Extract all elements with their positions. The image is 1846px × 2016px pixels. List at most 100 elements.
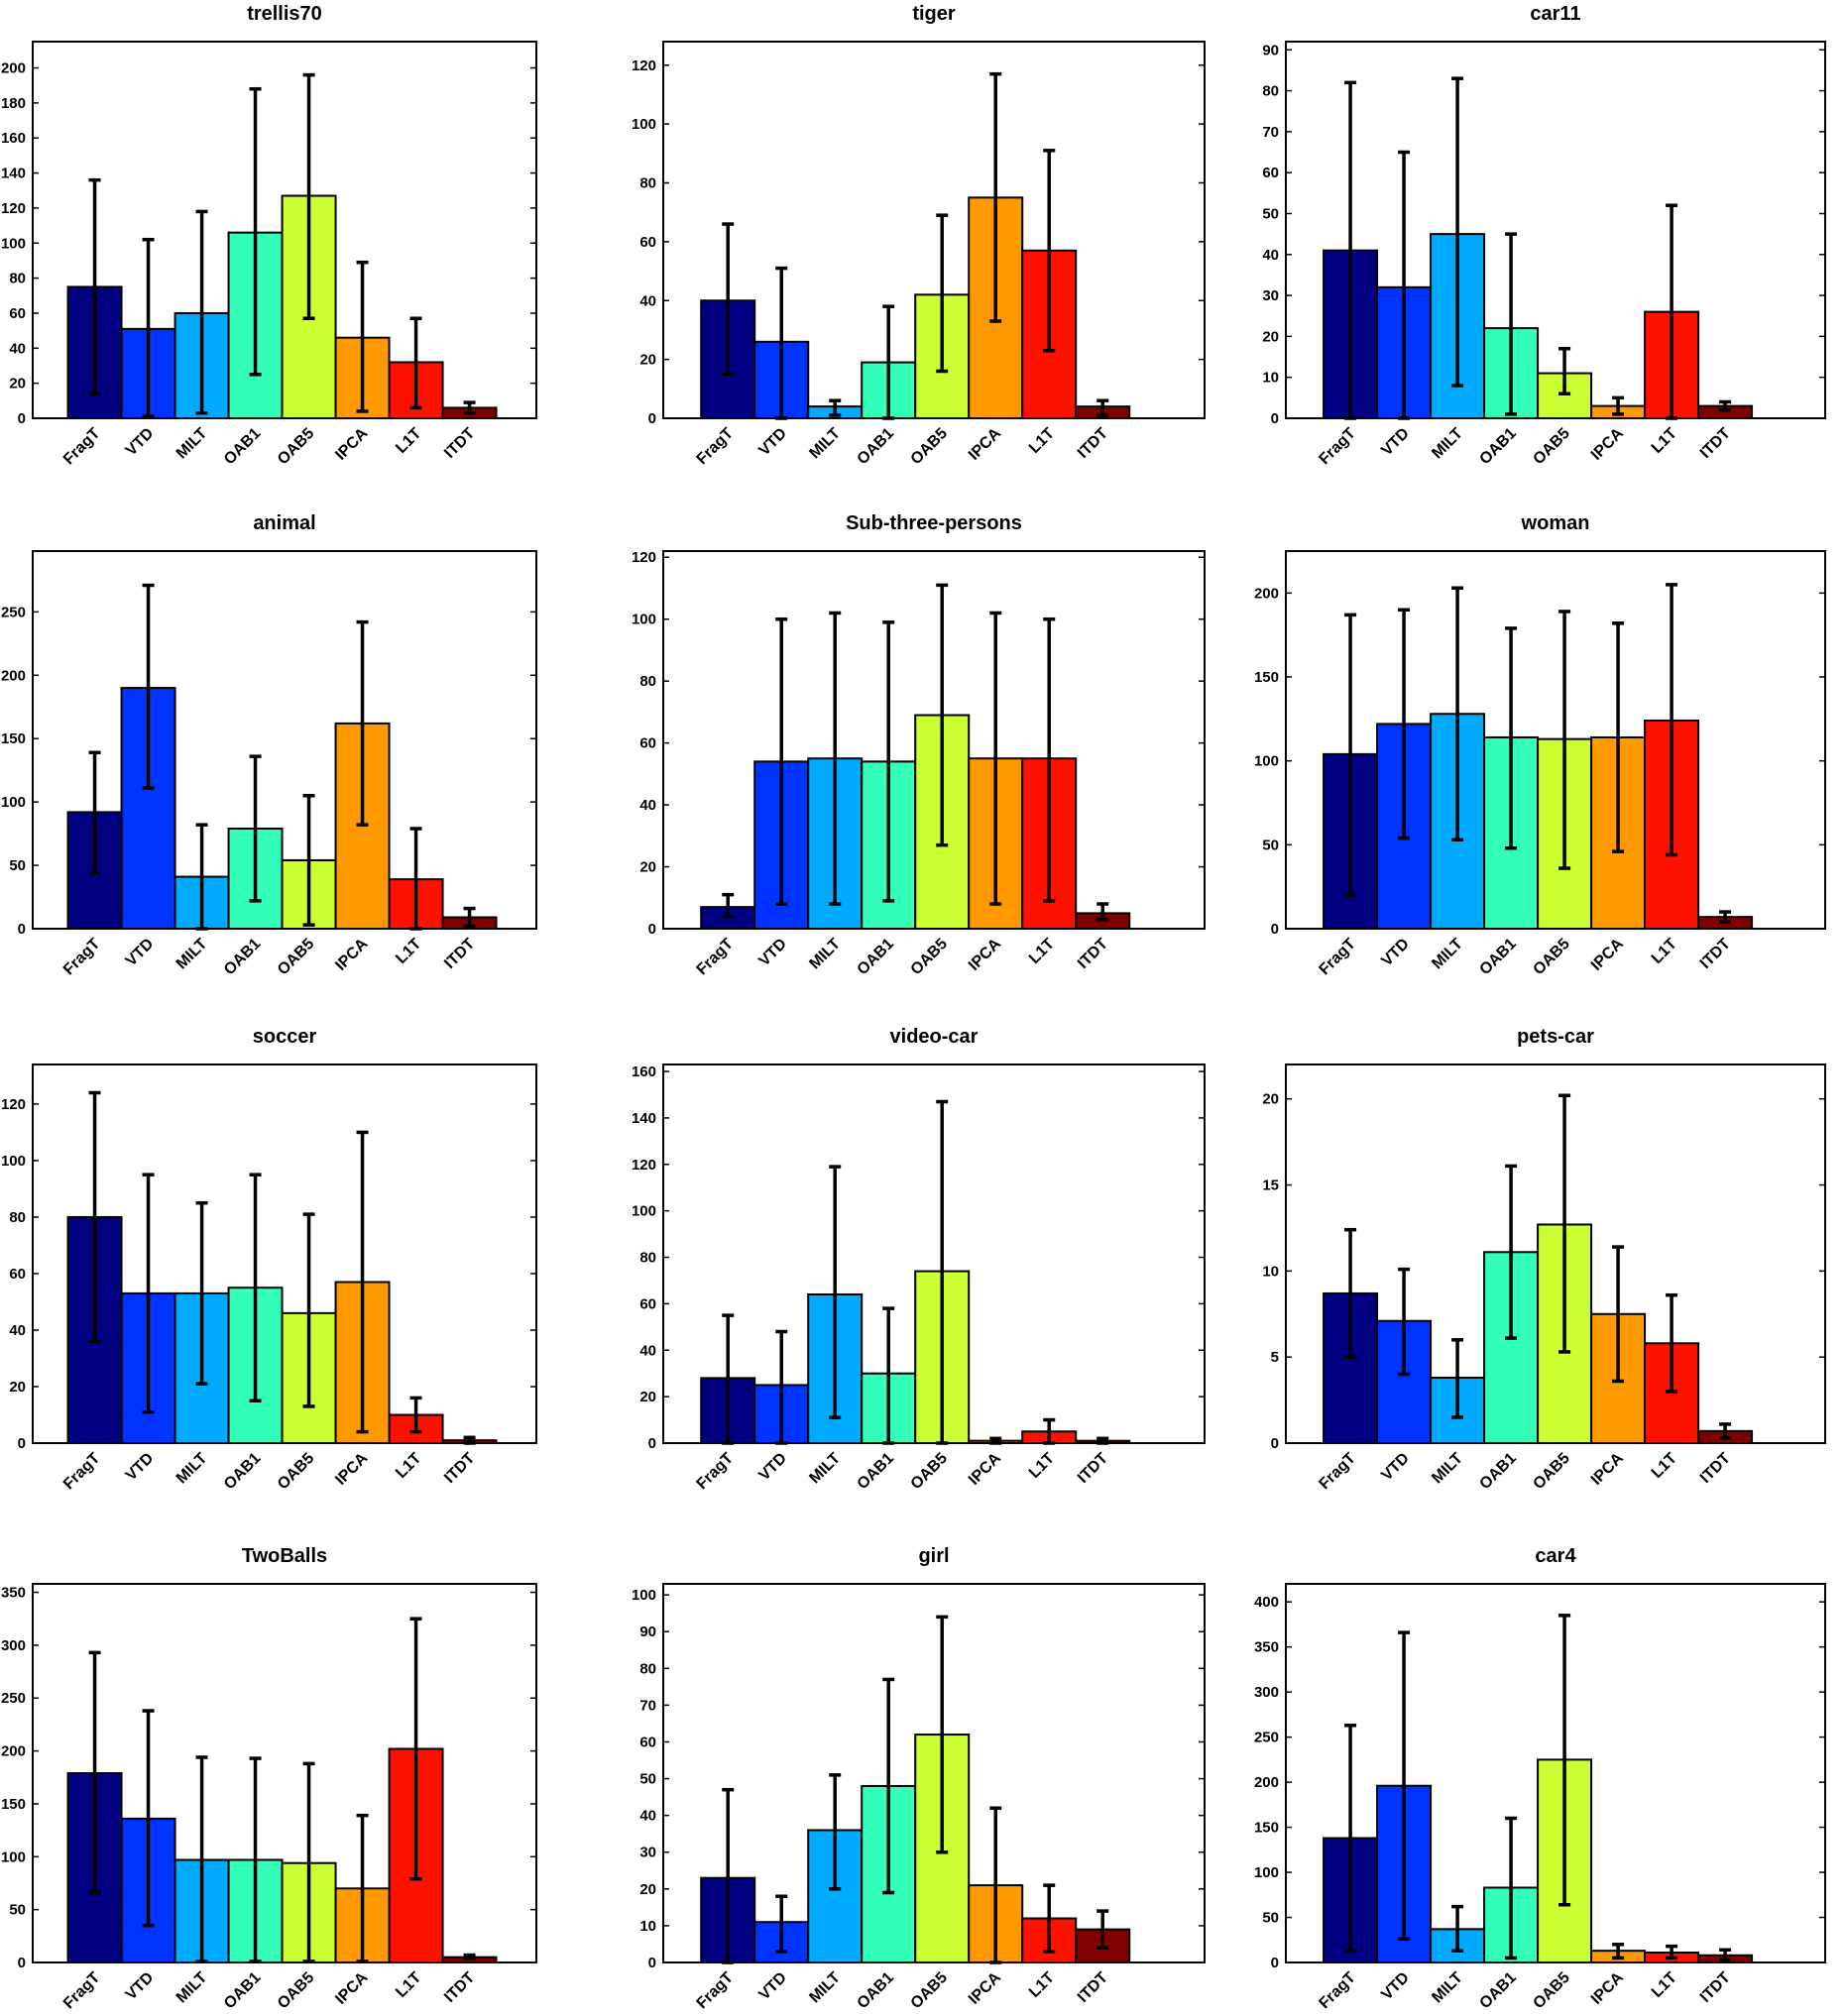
y-tick-label: 200 (1254, 585, 1279, 602)
error-bar-fragt (722, 892, 735, 919)
error-bar-milt (829, 1773, 842, 1891)
y-tick-label: 90 (639, 1624, 656, 1640)
y-tick-label: 140 (1, 166, 26, 182)
error-bar-itdt (1719, 1948, 1732, 1962)
y-tick-label: 120 (632, 549, 656, 566)
y-tick-label: 100 (1, 1848, 26, 1865)
chart-title: woman (1521, 512, 1590, 534)
error-bar-oab1 (882, 620, 895, 903)
chart-title: girl (918, 1545, 949, 1567)
y-tick-label: 40 (639, 797, 656, 814)
error-bar-fragt (88, 177, 101, 396)
y-tick-label: 80 (639, 1660, 656, 1677)
error-bar-itdt (463, 1953, 476, 1960)
y-tick-label: 70 (1262, 124, 1279, 141)
error-bar-oab5 (302, 1761, 315, 1963)
error-bar-milt (195, 1200, 208, 1386)
y-tick-label: 10 (1262, 1263, 1279, 1280)
y-tick-label: 80 (9, 1209, 26, 1226)
y-tick-label: 100 (632, 116, 656, 133)
y-tick-label: 350 (1254, 1639, 1279, 1656)
y-tick-label: 300 (1254, 1684, 1279, 1701)
y-tick-label: 0 (18, 410, 26, 427)
y-tick-label: 350 (1, 1585, 26, 1602)
error-bar-fragt (88, 750, 101, 875)
y-tick-label: 10 (1262, 370, 1279, 387)
error-bar-l1t (1043, 1883, 1056, 1954)
chart-title: tiger (912, 3, 956, 25)
error-bar-oab5 (302, 794, 315, 927)
error-bar-itdt (1719, 399, 1732, 412)
y-tick-label: 0 (648, 1435, 656, 1452)
error-bar-oab1 (1505, 626, 1518, 850)
y-tick-label: 80 (9, 271, 26, 287)
chart-title: pets-car (1517, 1026, 1594, 1048)
y-tick-label: 20 (639, 859, 656, 876)
y-tick-label: 160 (632, 1064, 656, 1080)
error-bar-fragt (88, 1650, 101, 1895)
error-bar-l1t (409, 316, 422, 410)
y-tick-label: 200 (1, 60, 26, 77)
y-tick-label: 400 (1254, 1594, 1279, 1611)
error-bar-itdt (463, 400, 476, 415)
y-tick-label: 160 (1, 130, 26, 147)
y-tick-label: 100 (1, 1153, 26, 1170)
chart-title: car11 (1530, 3, 1580, 25)
chart-title: car4 (1535, 1545, 1576, 1567)
axes-frame (1285, 41, 1826, 419)
error-bar-fragt (1344, 1724, 1357, 1953)
error-bar-l1t (1666, 1944, 1678, 1960)
y-tick-label: 0 (1271, 921, 1279, 938)
y-tick-label: 60 (1262, 165, 1279, 181)
chart-title: Sub-three-persons (846, 512, 1022, 534)
y-tick-label: 30 (639, 1845, 656, 1861)
y-tick-label: 300 (1, 1637, 26, 1654)
y-tick-label: 0 (18, 921, 26, 938)
error-bar-oab1 (1505, 1164, 1518, 1340)
chart-title: soccer (253, 1026, 317, 1048)
y-tick-label: 0 (18, 1955, 26, 1971)
error-bar-milt (195, 209, 208, 415)
error-bar-ipca (356, 260, 369, 413)
error-bar-ipca (356, 1130, 369, 1434)
error-bar-milt (1451, 1338, 1464, 1419)
y-tick-label: 0 (648, 1955, 656, 1971)
y-tick-label: 100 (632, 1587, 656, 1604)
y-tick-label: 40 (639, 292, 656, 309)
y-tick-label: 250 (1254, 1730, 1279, 1746)
y-tick-label: 50 (9, 857, 26, 874)
error-bar-l1t (1043, 616, 1056, 903)
error-bar-l1t (1666, 1292, 1678, 1394)
y-tick-label: 20 (9, 376, 26, 392)
y-tick-label: 60 (639, 1734, 656, 1750)
error-bar-ipca (989, 611, 1002, 906)
y-tick-label: 60 (639, 234, 656, 251)
error-bar-vtd (775, 1894, 788, 1954)
y-tick-label: 0 (648, 921, 656, 938)
y-tick-label: 100 (632, 612, 656, 628)
y-tick-label: 80 (639, 175, 656, 192)
error-bar-vtd (142, 1173, 155, 1414)
y-tick-label: 40 (9, 340, 26, 357)
axes-frame (32, 1064, 537, 1444)
x-tick-label: OAB1 (1476, 1969, 1520, 2013)
error-bar-milt (1451, 586, 1464, 842)
y-tick-label: 200 (1254, 1774, 1279, 1791)
error-bar-itdt (1719, 910, 1732, 924)
axes-frame (32, 550, 537, 930)
error-bar-oab1 (249, 1173, 262, 1402)
y-tick-label: 180 (1, 95, 26, 112)
error-bar-l1t (409, 1396, 422, 1434)
error-bar-milt (829, 1165, 842, 1419)
y-tick-label: 80 (1262, 83, 1279, 100)
axes-frame (32, 41, 537, 419)
error-bar-oab5 (1558, 347, 1571, 395)
error-bar-ipca (1612, 621, 1625, 853)
error-bar-l1t (1043, 149, 1056, 353)
